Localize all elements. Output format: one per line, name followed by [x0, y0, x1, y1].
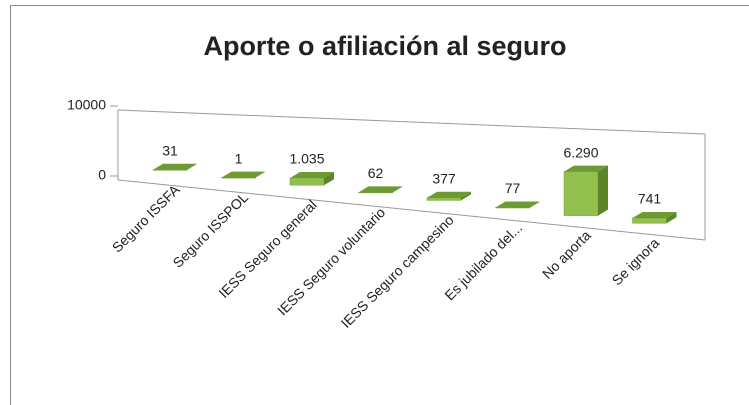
chart-title: Aporte o afiliación al seguro [203, 31, 566, 61]
axis-frame [117, 109, 706, 241]
y-tick-label: 0 [98, 167, 106, 183]
value-label: 377 [432, 170, 456, 186]
bar [563, 171, 599, 216]
bar-side [598, 165, 608, 216]
bar [152, 169, 188, 171]
value-label: 1 [235, 150, 243, 166]
value-label: 1.035 [289, 151, 324, 167]
bar-top [221, 171, 266, 178]
bar [358, 192, 393, 194]
bar-side [324, 171, 334, 186]
value-label: 77 [505, 180, 521, 196]
y-tick-label: 10000 [67, 97, 106, 113]
bar-side [187, 163, 197, 170]
bar-top [564, 165, 608, 172]
bar-top [495, 201, 540, 208]
bar-side [392, 186, 403, 193]
bar [426, 197, 462, 201]
bar-side [255, 171, 266, 178]
bar [495, 207, 530, 209]
chart-frame [10, 5, 749, 405]
bar [632, 217, 667, 224]
bar-top [358, 186, 403, 193]
bar-top [427, 191, 471, 198]
bar-top [290, 171, 334, 178]
value-label: 6.290 [563, 144, 598, 160]
bar-side [529, 201, 540, 208]
value-label: 741 [638, 191, 662, 207]
bar [221, 177, 256, 179]
value-label: 31 [162, 142, 178, 158]
bar [289, 177, 325, 186]
value-label: 62 [368, 165, 384, 181]
bar-side [666, 212, 677, 224]
bar-top [632, 212, 677, 219]
bar-top [153, 163, 197, 170]
bar-side [461, 191, 471, 201]
